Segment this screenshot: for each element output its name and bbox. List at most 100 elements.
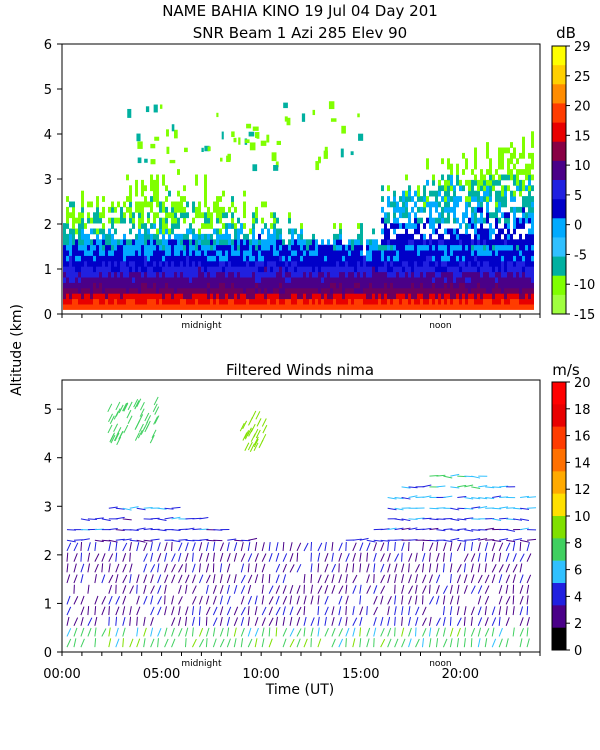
colorbar1-tick-label: 10 xyxy=(574,159,591,174)
snr-cell xyxy=(159,201,162,208)
snr-cell xyxy=(150,271,153,278)
snr-cell xyxy=(63,223,66,229)
snr-cell xyxy=(222,282,225,289)
wind-barb xyxy=(380,616,384,626)
snr-cell xyxy=(474,239,477,246)
snr-cell xyxy=(276,287,279,294)
snr-cell xyxy=(324,260,327,267)
snr-cell xyxy=(483,250,486,256)
snr-cell xyxy=(270,212,273,219)
wind-barb xyxy=(296,585,301,594)
snr-cell xyxy=(447,277,450,283)
snr-cell xyxy=(408,255,411,262)
snr-cell xyxy=(111,217,114,224)
wind-barb xyxy=(394,584,396,594)
snr-cell xyxy=(465,282,468,289)
snr-cell xyxy=(282,255,285,262)
wind-barb xyxy=(178,574,183,584)
snr-cell xyxy=(471,206,474,213)
snr-cell xyxy=(393,287,396,294)
wind-field xyxy=(66,396,537,648)
snr-cell xyxy=(357,113,360,118)
snr-cell xyxy=(207,298,210,305)
snr-cell xyxy=(357,255,360,262)
snr-cell xyxy=(381,255,384,262)
snr-cell xyxy=(531,233,534,240)
wind-barb xyxy=(247,627,252,637)
snr-cell xyxy=(426,255,429,262)
snr-cell xyxy=(264,244,267,251)
snr-cell xyxy=(447,282,450,289)
snr-cell xyxy=(453,228,456,235)
snr-cell xyxy=(126,239,129,246)
snr-cell xyxy=(432,239,435,246)
snr-cell xyxy=(231,271,234,278)
snr-cell xyxy=(402,271,405,278)
wind-barb xyxy=(484,542,489,552)
snr-cell xyxy=(111,244,114,251)
snr-cell xyxy=(318,287,321,294)
snr-cell xyxy=(358,133,364,141)
snr-cell xyxy=(228,277,231,283)
winds-ytick-label: 2 xyxy=(44,549,52,564)
snr-cell xyxy=(213,304,216,310)
snr-cell xyxy=(111,304,114,310)
snr-cell xyxy=(210,255,213,262)
snr-cell xyxy=(135,201,138,208)
snr-cell xyxy=(141,179,144,186)
wind-barb xyxy=(443,475,453,479)
snr-cell xyxy=(99,282,102,289)
snr-cell xyxy=(72,201,75,208)
wind-barb xyxy=(394,553,400,562)
snr-cell xyxy=(474,255,477,262)
wind-barb xyxy=(387,527,397,531)
snr-cell xyxy=(318,271,321,278)
snr-cell xyxy=(312,244,315,251)
snr-cell xyxy=(138,228,141,235)
wind-barb xyxy=(66,574,71,584)
wind-barb xyxy=(435,595,440,605)
wind-barb xyxy=(415,627,417,637)
snr-cell xyxy=(351,266,354,273)
snr-cell xyxy=(528,152,531,159)
wind-barb xyxy=(219,627,224,637)
snr-cell xyxy=(171,271,174,278)
snr-cell xyxy=(483,298,486,305)
snr-cell xyxy=(465,271,468,278)
snr-cell xyxy=(69,282,72,289)
wind-barb xyxy=(150,638,155,648)
snr-cell xyxy=(354,266,357,273)
snr-cell xyxy=(498,217,501,224)
wind-barb xyxy=(129,616,132,626)
snr-cell xyxy=(264,266,267,273)
snr-cell xyxy=(165,244,168,251)
colorbar2-swatch xyxy=(552,471,566,494)
wind-barb xyxy=(470,638,473,648)
snr-cell xyxy=(135,233,138,240)
snr-cell xyxy=(90,260,93,267)
snr-cell xyxy=(384,293,387,300)
snr-cell xyxy=(393,277,396,283)
snr-cell xyxy=(318,250,321,256)
snr-cell xyxy=(228,233,231,240)
snr-cell xyxy=(369,244,372,251)
snr-cell xyxy=(237,228,240,235)
snr-cell xyxy=(258,250,261,256)
wind-barb xyxy=(408,595,412,605)
snr-cell xyxy=(105,293,108,300)
snr-cell xyxy=(531,260,534,267)
snr-cell xyxy=(483,174,486,181)
wind-barb xyxy=(296,564,302,573)
snr-cell xyxy=(456,228,459,235)
snr-cell xyxy=(306,304,309,310)
snr-cell xyxy=(327,271,330,278)
snr-cell xyxy=(390,282,393,289)
snr-cell xyxy=(192,201,195,208)
wind-barb xyxy=(164,574,169,584)
snr-cell xyxy=(168,287,171,294)
snr-cell xyxy=(156,174,159,181)
wind-barb xyxy=(512,595,515,605)
snr-cell xyxy=(275,161,279,168)
snr-cell xyxy=(300,298,303,305)
snr-cell xyxy=(399,244,402,251)
